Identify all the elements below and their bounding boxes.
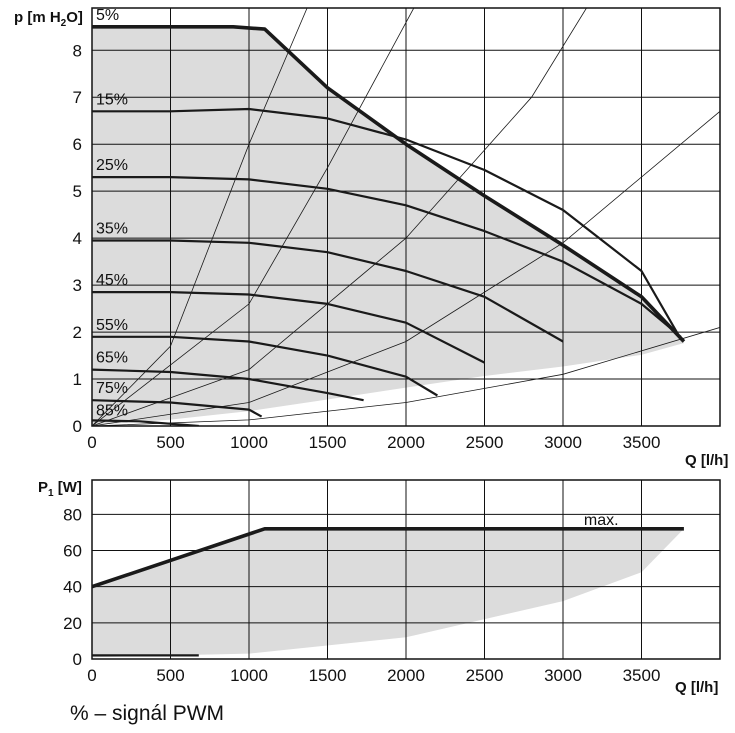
y-tick-label: 40 — [63, 578, 82, 597]
curve-label: 15% — [96, 91, 128, 108]
curve-max — [92, 527, 684, 589]
x-axis-title-pressure: Q [l/h] — [685, 452, 728, 469]
y-tick-label: 5 — [73, 182, 82, 201]
y-tick-label: 7 — [73, 88, 82, 107]
curve-label: 75% — [96, 380, 128, 397]
curve-65pct — [92, 368, 364, 402]
x-tick-label: 500 — [156, 433, 184, 452]
x-tick-label: 2000 — [387, 433, 425, 452]
curve-5pct — [92, 25, 686, 343]
curve-label: max. — [584, 512, 619, 529]
y-axis-title-power: P1 [W] — [38, 479, 82, 499]
curve-85pct — [92, 419, 199, 426]
curve-label: 85% — [96, 402, 128, 419]
x-tick-label: 0 — [87, 433, 96, 452]
y-tick-label: 2 — [73, 323, 82, 342]
y-tick-label: 3 — [73, 276, 82, 295]
power-chart: max. 0 500 1000 1500 2000 2500 3000 3500 0 20 40 60 8… — [38, 479, 721, 696]
curve-25pct — [92, 176, 682, 338]
y-tick-label: 0 — [73, 650, 82, 669]
y-axis-title-pressure: p [m H2O] — [14, 9, 83, 29]
y-tick-label: 1 — [73, 370, 82, 389]
x-tick-label: 1000 — [230, 666, 268, 685]
curve-label: 45% — [96, 272, 128, 289]
x-tick-label: 500 — [156, 666, 184, 685]
curve-label: 25% — [96, 157, 128, 174]
curve-35pct — [92, 239, 564, 343]
pressure-chart: 5%15%25%35%45%55%65%75%85%0 500 1000 1500 20… — [14, 7, 728, 469]
curve-15pct — [92, 107, 682, 340]
y-tick-label: 0 — [73, 417, 82, 436]
x-tick-label: 3000 — [544, 666, 582, 685]
x-tick-label: 3500 — [623, 433, 661, 452]
x-tick-label: 1500 — [309, 433, 347, 452]
curve-label: 65% — [96, 350, 128, 367]
y-tick-label: 4 — [73, 229, 82, 248]
x-tick-label: 2000 — [387, 666, 425, 685]
operating-region — [92, 26, 684, 427]
legend-footnote: % – signál PWM — [70, 702, 225, 725]
curve-label: 55% — [96, 317, 128, 334]
system-curve-3 — [92, 8, 587, 426]
curve-75pct — [92, 399, 263, 418]
y-tick-label: 8 — [73, 41, 82, 60]
x-tick-label: 0 — [87, 666, 96, 685]
plot-frame — [91, 479, 721, 660]
x-tick-label: 2500 — [466, 666, 504, 685]
system-curve-1 — [92, 8, 308, 426]
curve-55pct — [92, 335, 438, 397]
x-tick-label: 3500 — [623, 666, 661, 685]
x-tick-label: 1000 — [230, 433, 268, 452]
plot-frame — [91, 7, 721, 427]
y-tick-label: 6 — [73, 135, 82, 154]
x-tick-label: 1500 — [309, 666, 347, 685]
x-tick-label: 3000 — [544, 433, 582, 452]
system-curve-4 — [92, 110, 720, 426]
system-curve-2 — [92, 8, 415, 426]
system-curve-5 — [92, 327, 720, 426]
curve-label: 35% — [96, 220, 128, 237]
y-tick-label: 60 — [63, 542, 82, 561]
curve-45pct — [92, 291, 485, 364]
x-axis-title-power: Q [l/h] — [675, 679, 718, 696]
x-tick-label: 2500 — [466, 433, 504, 452]
operating-region — [92, 528, 684, 658]
curve-label: 5% — [96, 7, 119, 24]
y-tick-label: 80 — [63, 505, 82, 524]
y-tick-label: 20 — [63, 614, 82, 633]
